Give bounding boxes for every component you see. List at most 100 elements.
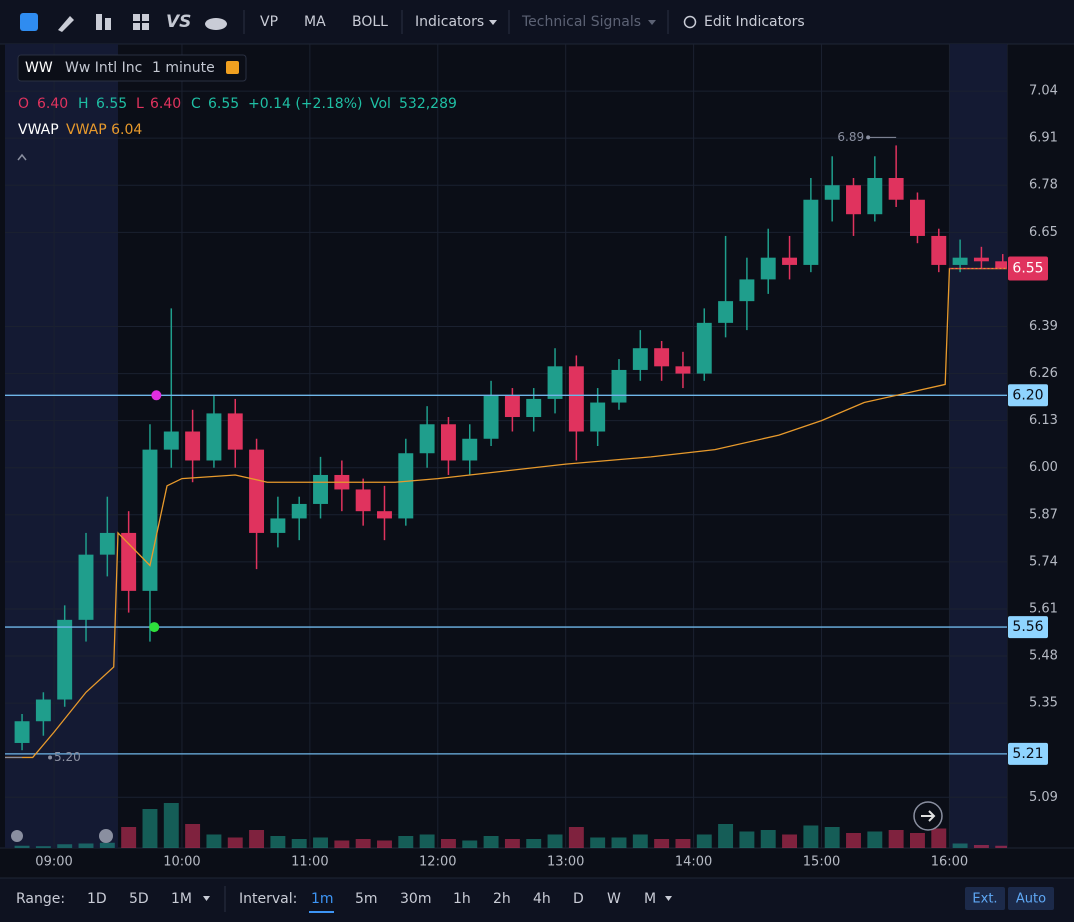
quote-label: H <box>78 96 89 112</box>
toolbar-item[interactable]: BOLL <box>352 14 388 30</box>
indicator-value: VWAP 6.04 <box>66 122 142 138</box>
candle-body <box>313 474 328 504</box>
annotation-dot <box>48 755 53 760</box>
interval-button[interactable]: 5m <box>355 891 378 907</box>
price-line-label: 5.56 <box>1012 619 1043 635</box>
x-tick-label: 12:00 <box>419 855 456 870</box>
plot <box>5 44 1007 848</box>
interval-button[interactable]: 1m <box>311 891 334 907</box>
volume-bar <box>14 845 30 848</box>
candle-body <box>675 366 691 374</box>
icon-draw[interactable] <box>58 16 74 32</box>
price-line-tag <box>1008 616 1048 639</box>
ext-button[interactable]: Ext. <box>972 892 997 907</box>
volume-bar <box>270 836 286 848</box>
toolbar-item[interactable]: Indicators <box>415 14 484 30</box>
interval-button[interactable]: W <box>607 891 621 907</box>
candle-body <box>227 413 243 450</box>
icon-settings <box>683 15 697 29</box>
range-label: Range: <box>16 891 65 907</box>
ticker: WW <box>25 60 53 76</box>
candle-body <box>803 199 819 265</box>
candle-body <box>78 554 94 620</box>
candle-body <box>867 178 883 215</box>
candle-body <box>99 532 115 555</box>
candle-body <box>355 489 371 512</box>
range-button[interactable]: 1M <box>171 891 192 907</box>
volume-bar <box>675 839 691 848</box>
x-tick-label: 10:00 <box>163 855 200 870</box>
volume-bar <box>526 839 542 848</box>
candle-body <box>654 348 670 367</box>
quote-low: 6.40 <box>150 96 181 112</box>
range-button[interactable]: 5D <box>129 891 149 907</box>
interval-button[interactable]: D <box>573 891 584 907</box>
candle-body <box>291 503 307 519</box>
icon-candles[interactable] <box>96 14 102 30</box>
icon-chart[interactable] <box>20 13 38 31</box>
interval-button[interactable]: 4h <box>533 891 551 907</box>
toolbar-item[interactable]: Technical Signals <box>521 14 641 30</box>
interval-button[interactable]: M <box>644 891 656 907</box>
quote-label: C <box>191 96 201 112</box>
volume-bar <box>227 837 243 848</box>
volume-bar <box>611 837 627 848</box>
candle-body <box>483 395 499 439</box>
toolbar-item[interactable]: MA <box>304 14 326 30</box>
auto-button[interactable]: Auto <box>1016 892 1046 907</box>
candle-body <box>249 449 265 533</box>
volume-bar <box>99 842 115 848</box>
volume-bar <box>824 827 840 848</box>
volume-bar <box>291 839 307 848</box>
volume-bar <box>163 803 179 848</box>
symbol-box <box>17 54 247 82</box>
interval-button[interactable]: 2h <box>493 891 511 907</box>
market-open-icon <box>99 829 113 843</box>
icon-layout[interactable] <box>133 14 140 21</box>
interval-button[interactable]: 30m <box>400 891 431 907</box>
annotation-label: 5.20 <box>54 750 81 764</box>
icon-cloud[interactable] <box>205 18 227 30</box>
candle-body <box>888 178 904 200</box>
auto-button-bg <box>1008 887 1054 910</box>
volume-bar <box>909 833 925 848</box>
price-line-label: 6.20 <box>1012 387 1043 403</box>
collapse-icon[interactable] <box>17 153 27 161</box>
volume-bar <box>185 824 201 848</box>
quote-label: O <box>18 96 29 112</box>
candle-body <box>632 348 648 370</box>
candle-body <box>270 518 286 533</box>
icon-notes[interactable] <box>226 61 239 74</box>
volume-bar <box>931 828 947 848</box>
icon-layout-2 <box>142 14 149 21</box>
candle-body <box>398 453 414 519</box>
icon-compare[interactable]: VS <box>166 12 191 32</box>
icon-layout-4 <box>142 23 149 30</box>
y-tick-label: 6.13 <box>1029 413 1058 428</box>
candle-body <box>909 199 925 236</box>
toolbar-item[interactable]: VP <box>260 14 278 30</box>
toolbar-item[interactable]: Edit Indicators <box>704 14 805 30</box>
candle-body <box>57 619 73 700</box>
candle-body <box>568 366 584 432</box>
dropdown-arrow <box>489 20 497 25</box>
dropdown-arrow <box>648 20 656 25</box>
volume-bar <box>398 836 414 848</box>
volume-bar <box>547 834 563 848</box>
last-price-tag <box>1008 256 1048 281</box>
candle-body <box>973 257 989 262</box>
y-tick-label: 5.35 <box>1029 696 1058 711</box>
volume-bar <box>504 839 520 848</box>
candle-body <box>163 431 179 450</box>
x-tick-label: 09:00 <box>35 855 72 870</box>
y-tick-label: 5.09 <box>1029 790 1058 805</box>
y-tick-label: 5.74 <box>1029 554 1058 569</box>
annotation-dot <box>866 135 871 140</box>
volume-bar <box>952 843 968 848</box>
x-tick-label: 14:00 <box>675 855 712 870</box>
x-tick-label: 11:00 <box>291 855 328 870</box>
interval-button[interactable]: 1h <box>453 891 471 907</box>
range-button[interactable]: 1D <box>87 891 107 907</box>
y-tick-label: 6.39 <box>1029 319 1058 334</box>
